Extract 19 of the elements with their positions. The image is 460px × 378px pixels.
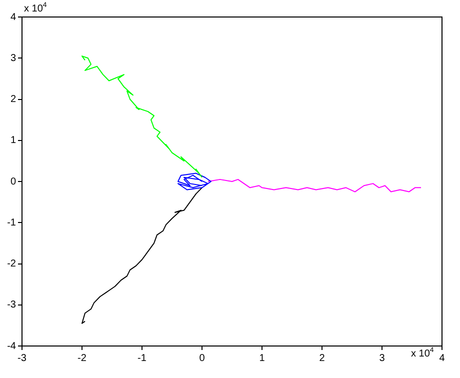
x-tick-label: 3 xyxy=(379,352,386,364)
y-tick-label: 3 xyxy=(10,52,16,64)
y-tick-label: 1 xyxy=(10,135,16,146)
x-tick-label: 2 xyxy=(319,352,326,364)
y-tick-label: -4 xyxy=(7,340,16,352)
x-tick-label: -1 xyxy=(138,352,147,364)
y-tick-label: -1 xyxy=(7,217,16,228)
y-tick-label: 0 xyxy=(10,176,16,188)
text: x 10$^{4}$ xyxy=(411,347,434,360)
y-tick-label: -2 xyxy=(7,258,16,270)
text: x 10$^{4}$ xyxy=(24,2,47,14)
x-tick-label: -3 xyxy=(18,352,27,364)
x-tick-label: 1 xyxy=(259,352,266,364)
y-tick-label: -3 xyxy=(7,300,16,311)
y-tick-label: 4 xyxy=(10,12,16,23)
x-tick-label: 0 xyxy=(199,352,206,364)
x-tick-label: -2 xyxy=(78,352,87,364)
y-tick-label: 2 xyxy=(10,94,16,105)
x-tick-label: 4 xyxy=(439,352,446,364)
